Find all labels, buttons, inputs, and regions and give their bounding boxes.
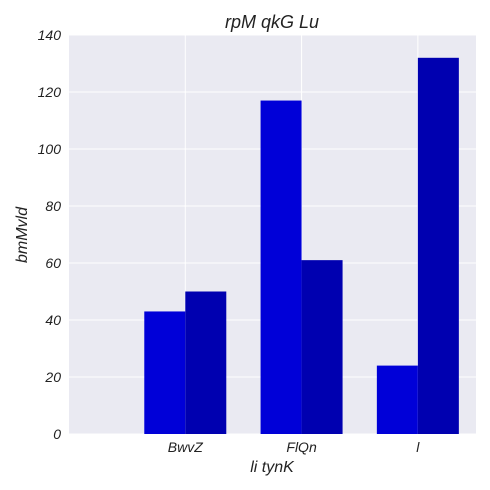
bar — [417, 57, 459, 435]
y-tick-label: 60 — [45, 255, 61, 271]
bar — [376, 365, 418, 434]
bar — [185, 291, 227, 434]
chart-title: rpM qkG Lu — [225, 12, 319, 32]
y-tick-label: 120 — [38, 84, 62, 100]
x-tick-label: FlQn — [286, 439, 317, 455]
x-axis-ticks: BwvZ FlQn l — [168, 439, 421, 455]
x-axis-label: li tynK — [250, 459, 295, 476]
y-tick-label: 80 — [45, 198, 61, 214]
bar — [301, 260, 343, 434]
bar — [144, 311, 186, 434]
y-tick-label: 0 — [53, 426, 61, 442]
x-tick-label: BwvZ — [168, 439, 203, 455]
y-tick-label: 100 — [38, 141, 62, 157]
bars — [144, 57, 459, 435]
x-tick-label: l — [416, 439, 420, 455]
y-axis-ticks: 0 20 40 60 80 100 120 140 — [38, 27, 62, 442]
bar — [260, 100, 302, 435]
y-tick-label: 40 — [45, 312, 61, 328]
y-tick-label: 140 — [38, 27, 62, 43]
y-axis-label: bmMvld — [14, 206, 31, 263]
y-tick-label: 20 — [44, 369, 61, 385]
